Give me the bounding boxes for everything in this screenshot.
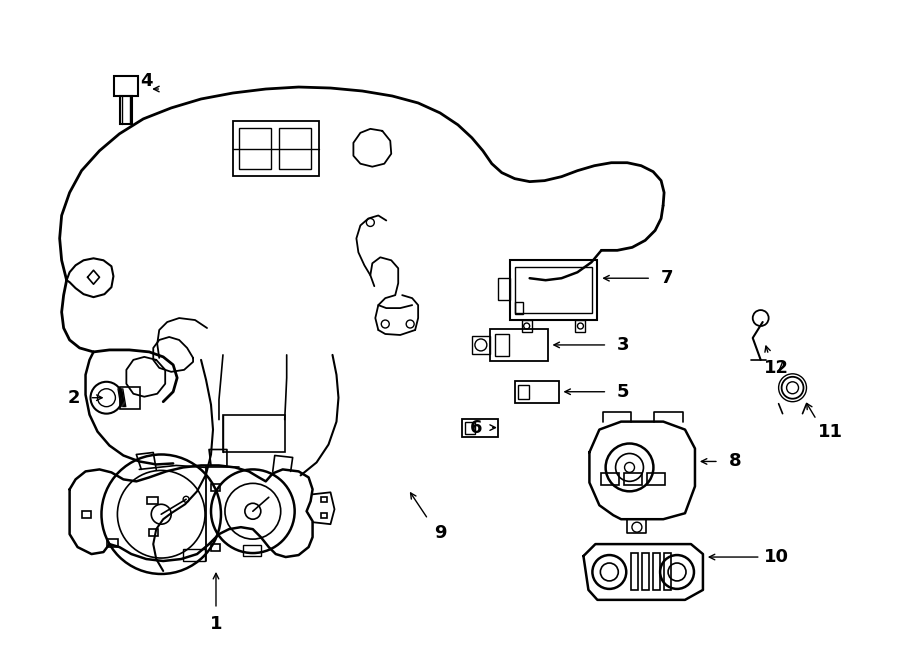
Text: 10: 10: [764, 548, 789, 566]
Text: 12: 12: [764, 359, 789, 377]
Bar: [114, 76, 139, 96]
Bar: [107, 539, 119, 547]
Bar: [498, 278, 509, 300]
Bar: [121, 387, 140, 408]
Text: 6: 6: [470, 418, 482, 436]
Bar: [233, 121, 319, 176]
Bar: [462, 418, 498, 436]
Bar: [121, 96, 132, 124]
Bar: [320, 497, 327, 502]
Text: 5: 5: [617, 383, 629, 401]
Bar: [211, 485, 220, 491]
Bar: [490, 329, 547, 361]
Bar: [515, 381, 559, 403]
Text: 8: 8: [728, 452, 741, 471]
Bar: [82, 511, 91, 518]
Bar: [320, 513, 327, 518]
Bar: [522, 320, 532, 332]
Bar: [183, 549, 205, 561]
Text: 7: 7: [661, 269, 673, 288]
Bar: [211, 544, 220, 551]
Text: 4: 4: [140, 72, 152, 90]
Bar: [643, 553, 649, 590]
Bar: [243, 545, 261, 556]
Bar: [653, 553, 660, 590]
Bar: [238, 128, 271, 169]
Bar: [625, 473, 643, 485]
Text: 2: 2: [68, 389, 80, 407]
Bar: [518, 385, 528, 399]
Bar: [472, 336, 490, 354]
Bar: [515, 267, 592, 313]
Bar: [601, 473, 619, 485]
Bar: [223, 414, 284, 453]
Bar: [575, 320, 585, 332]
Bar: [509, 260, 598, 320]
Text: 3: 3: [617, 336, 629, 354]
Bar: [148, 497, 158, 504]
Text: 1: 1: [210, 615, 222, 633]
Text: 9: 9: [434, 524, 446, 542]
Bar: [149, 529, 158, 536]
Bar: [279, 128, 310, 169]
Text: 11: 11: [818, 422, 843, 441]
Bar: [465, 422, 475, 434]
Bar: [631, 553, 638, 590]
Bar: [495, 334, 508, 356]
Bar: [515, 302, 523, 314]
Bar: [647, 473, 665, 485]
Bar: [664, 553, 671, 590]
